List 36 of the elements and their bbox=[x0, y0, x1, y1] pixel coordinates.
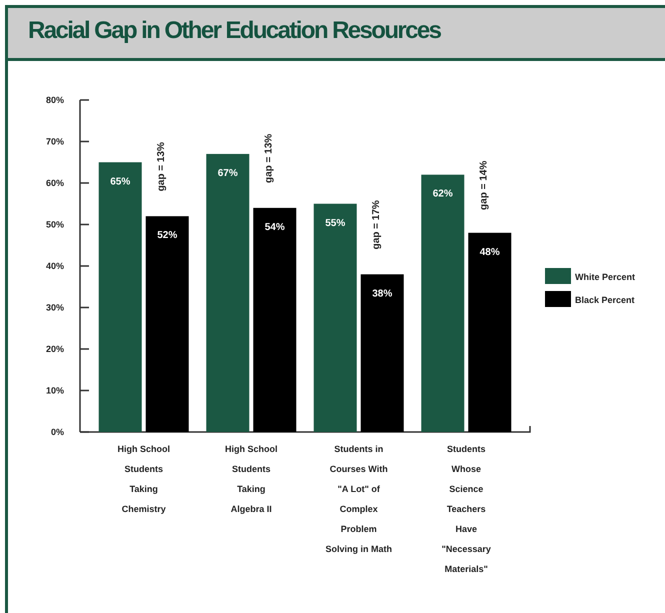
bar bbox=[253, 208, 296, 432]
data-label: 54% bbox=[264, 222, 285, 233]
data-label: 62% bbox=[432, 188, 453, 200]
x-tick-label: High School Students Taking Algebra II bbox=[225, 444, 278, 514]
bar bbox=[468, 232, 512, 432]
bar bbox=[206, 154, 250, 432]
x-tick-label: Students in Courses With "A Lot" of Complex Problem Solving in Math bbox=[326, 444, 392, 554]
bar bbox=[314, 204, 357, 432]
y-tick-label: 20% bbox=[46, 344, 64, 354]
x-tick-label: Students Whose Science Teachers Have "Necessary Materials" bbox=[442, 444, 491, 574]
data-label: 67% bbox=[218, 168, 238, 179]
bar bbox=[98, 162, 142, 432]
y-tick-label: 40% bbox=[46, 260, 64, 271]
annotation: gap = 14% bbox=[478, 160, 490, 210]
legend-label: White Percent bbox=[575, 272, 636, 282]
y-tick-label: 10% bbox=[46, 385, 64, 396]
chart-title: Racial Gap in Other Education Resources bbox=[28, 17, 440, 45]
legend-label: Black Percent bbox=[575, 295, 635, 305]
bar bbox=[421, 174, 464, 432]
y-tick-label: 0% bbox=[50, 426, 64, 437]
data-label: 48% bbox=[480, 246, 500, 258]
x-tick-label: High School Students Taking Chemistry bbox=[118, 444, 170, 514]
bar bbox=[146, 216, 189, 432]
data-label: 38% bbox=[372, 288, 392, 300]
y-tick-label: 80% bbox=[46, 94, 64, 105]
bar bbox=[360, 274, 404, 432]
annotation: gap = 13% bbox=[156, 142, 167, 192]
y-tick-label: 50% bbox=[46, 219, 64, 230]
y-tick-label: 70% bbox=[46, 136, 64, 146]
annotation: gap = 17% bbox=[370, 200, 382, 250]
data-label: 55% bbox=[325, 218, 346, 229]
data-label: 52% bbox=[157, 230, 178, 242]
y-tick-label: 30% bbox=[46, 302, 64, 312]
y-tick-label: 60% bbox=[46, 178, 64, 188]
annotation: gap = 13% bbox=[263, 134, 274, 183]
data-label: 65% bbox=[110, 176, 130, 188]
